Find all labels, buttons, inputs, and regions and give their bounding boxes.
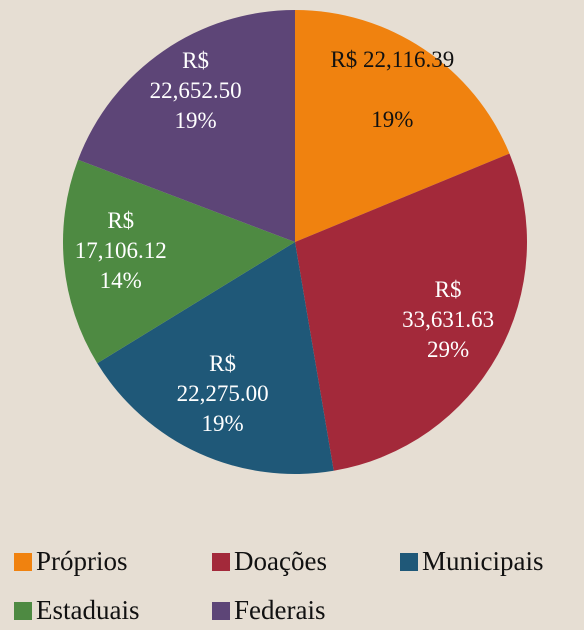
legend-swatch [400, 552, 418, 571]
slice-value-label: R$ 22,275.00 [176, 351, 269, 407]
slice-value-label: R$ 22,652.50 [149, 47, 242, 103]
slice-percent-label: 19% [371, 106, 414, 132]
legend-label: Municipais [422, 546, 544, 576]
legend-swatch [212, 552, 230, 571]
legend-label: Doações [234, 546, 327, 576]
slice-percent-label: 19% [174, 107, 217, 133]
slice-value-label: R$ 33,631.63 [402, 276, 495, 332]
legend-label: Próprios [36, 546, 128, 576]
legend-swatch [14, 601, 32, 620]
legend-swatch [14, 552, 32, 571]
legend-item: Federais [212, 595, 325, 626]
legend-item: Municipais [400, 546, 544, 577]
pie-slice [63, 159, 295, 364]
slice-percent-label: 14% [99, 268, 142, 294]
legend-item: Próprios [14, 546, 128, 577]
slice-value-label: R$ 17,106.12 [74, 208, 167, 264]
slice-value-label: R$ 22,116.39 [330, 46, 455, 72]
legend-item: Estaduais [14, 595, 139, 626]
legend-label: Federais [234, 595, 326, 625]
slice-percent-label: 29% [426, 336, 470, 362]
legend-item: Doações [212, 546, 327, 577]
pie-slice [295, 10, 510, 242]
legend-label: Estaduais [36, 595, 140, 625]
pie-slice [78, 10, 295, 242]
legend-swatch [212, 601, 230, 620]
pie-slice [295, 153, 527, 471]
pie-slice [97, 242, 334, 475]
slice-percent-label: 19% [201, 411, 244, 437]
